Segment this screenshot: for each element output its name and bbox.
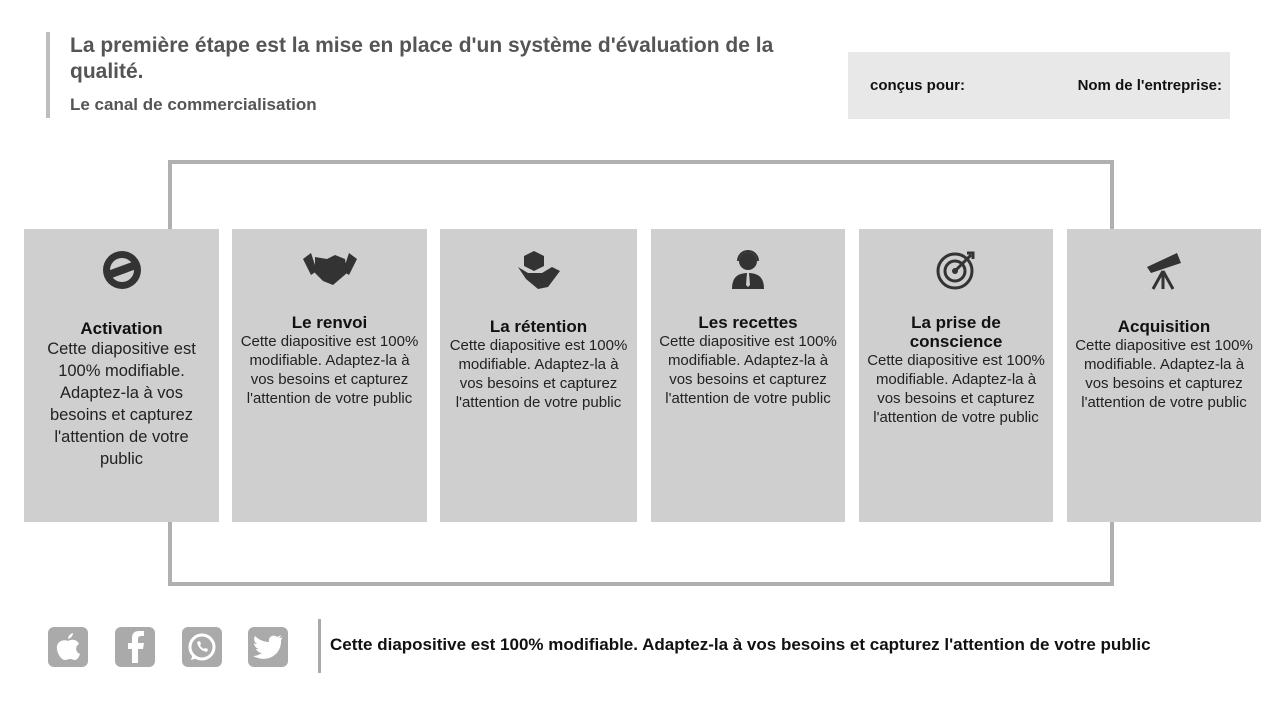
- target-icon: [867, 249, 1045, 293]
- card-text: Cette diapositive est 100% modifiable. A…: [47, 340, 196, 468]
- card-text: Cette diapositive est 100% modifiable. A…: [659, 333, 837, 407]
- brand-badge-icon: [32, 249, 211, 293]
- card-renvoi: Le renvoi Cette diapositive est 100% mod…: [232, 229, 427, 522]
- twitter-icon[interactable]: [248, 627, 288, 667]
- card-title: Acquisition: [1117, 317, 1211, 336]
- facebook-icon[interactable]: [115, 627, 155, 667]
- card-title: La prise de conscience: [909, 313, 1003, 351]
- card-title: Les recettes: [698, 313, 798, 332]
- card-text: Cette diapositive est 100% modifiable. A…: [449, 337, 628, 411]
- card-recettes: Les recettes Cette diapositive est 100% …: [651, 229, 845, 522]
- title-accent-bar: [46, 32, 50, 118]
- card-text: Cette diapositive est 100% modifiable. A…: [867, 352, 1045, 426]
- card-text: Cette diapositive est 100% modifiable. A…: [240, 333, 419, 407]
- card-text: Cette diapositive est 100% modifiable. A…: [1075, 337, 1253, 411]
- card-retention: La rétention Cette diapositive est 100% …: [440, 229, 637, 522]
- hand-box-icon: [448, 249, 629, 293]
- whatsapp-icon[interactable]: [182, 627, 222, 667]
- page-title: La première étape est la mise en place d…: [70, 34, 774, 83]
- company-name-label: Nom de l'entreprise:: [1077, 77, 1222, 94]
- card-prise-de-conscience: La prise de conscience Cette diapositive…: [859, 229, 1053, 522]
- card-title: La rétention: [489, 317, 588, 336]
- designed-for-label: conçus pour:: [870, 77, 966, 94]
- support-agent-icon: [659, 249, 837, 293]
- telescope-icon: [1075, 249, 1253, 293]
- footer-text: Cette diapositive est 100% modifiable. A…: [330, 635, 1151, 654]
- card-title: Activation: [80, 319, 163, 338]
- card-acquisition: Acquisition Cette diapositive est 100% m…: [1067, 229, 1261, 522]
- apple-icon[interactable]: [48, 627, 88, 667]
- info-box: conçus pour: Nom de l'entreprise:: [848, 52, 1230, 119]
- handshake-icon: [240, 249, 419, 293]
- page-subtitle: Le canal de commercialisation: [70, 95, 317, 114]
- card-activation: Activation Cette diapositive est 100% mo…: [24, 229, 219, 522]
- card-title: Le renvoi: [291, 313, 368, 332]
- footer-divider: [318, 619, 321, 673]
